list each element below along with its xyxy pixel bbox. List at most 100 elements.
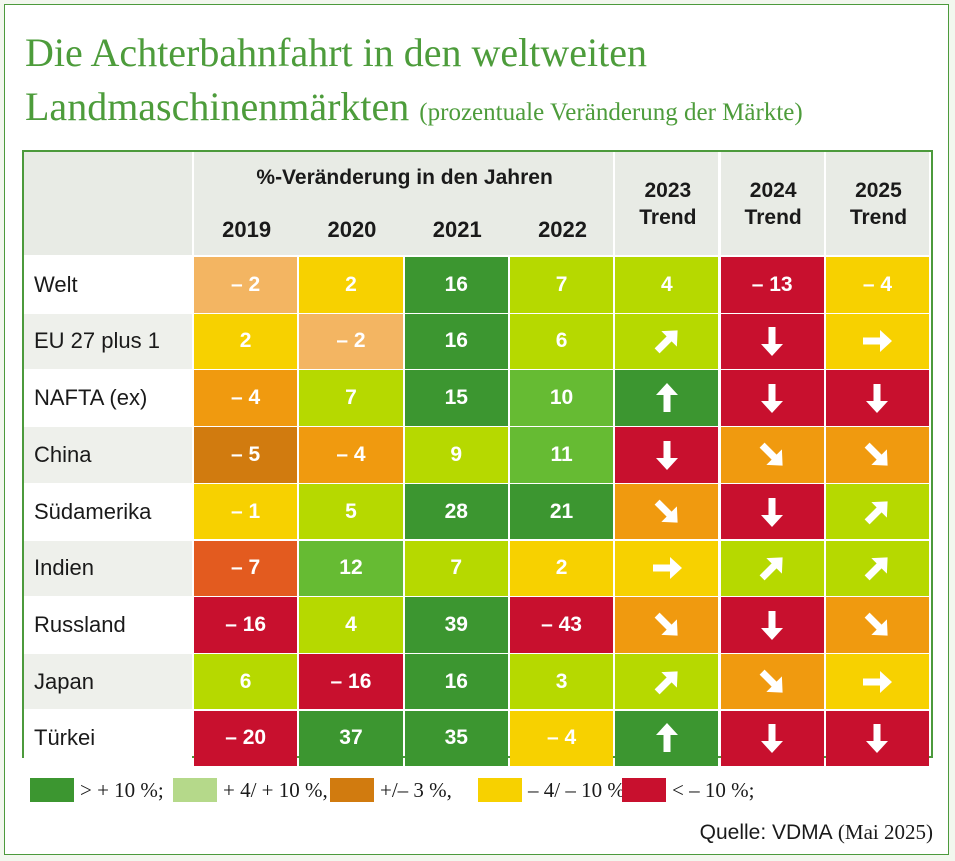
value-cell-1-1: – 2 <box>299 313 403 370</box>
trend-cell-2-6 <box>825 370 930 426</box>
value-cell-0-2: 16 <box>404 257 508 313</box>
value-cell-6-1: 4 <box>299 597 403 653</box>
arrow-down-icon <box>761 610 784 640</box>
legend-label-0: > + 10 %; <box>80 778 164 802</box>
value-cell-2-1: 7 <box>299 370 403 426</box>
value-cell-2-0: – 4 <box>194 370 298 426</box>
trend-cell-8-5 <box>720 710 824 767</box>
legend-label-4: < – 10 %; <box>672 778 755 802</box>
arrow-right-icon <box>863 330 893 353</box>
value-cell-5-3: 2 <box>509 540 614 596</box>
legend-swatch-4 <box>622 778 666 802</box>
value-cell-8-0: – 20 <box>194 710 298 767</box>
trend-cell-0-5: – 13 <box>720 257 824 313</box>
trend-cell-0-6: – 4 <box>825 257 930 313</box>
value-cell-8-1: 37 <box>299 710 403 767</box>
arrow-down-right-icon <box>759 442 783 466</box>
trend-cell-5-6 <box>825 540 930 596</box>
arrow-down-icon <box>866 384 889 414</box>
header-year-2020: 2020 <box>327 217 377 242</box>
value-cell-3-1: – 4 <box>299 427 403 483</box>
source-prefix: Quelle: VDMA <box>699 821 833 844</box>
value-cell-5-0: – 7 <box>194 540 298 596</box>
legend-label-1: + 4/ + 10 %, <box>223 778 328 802</box>
row-label-1: EU 27 plus 1 <box>24 313 192 370</box>
arrow-down-icon <box>866 724 889 754</box>
trend-cell-8-4 <box>615 710 719 767</box>
value-cell-1-2: 16 <box>404 313 508 370</box>
header-trend-label: Trend <box>849 206 908 229</box>
trend-cell-4-4 <box>615 483 719 540</box>
header-trend-label: Trend <box>744 206 802 229</box>
header-trend-2024: 2024 Trend <box>721 177 826 231</box>
trend-cell-1-4 <box>615 313 719 370</box>
arrow-down-icon <box>761 497 784 527</box>
header-group-label: %-Veränderung in den Jahren <box>256 166 553 189</box>
arrow-down-right-icon <box>759 669 783 693</box>
arrow-right-icon <box>863 670 893 693</box>
arrow-down-right-icon <box>654 612 678 636</box>
arrow-down-right-icon <box>865 442 889 466</box>
trend-cell-0-4: 4 <box>615 257 719 313</box>
value-cell-0-1: 2 <box>299 257 403 313</box>
header-trend-year: 2025 <box>855 179 902 202</box>
header-trend-2023: 2023 Trend <box>615 177 720 231</box>
row-label-2: NAFTA (ex) <box>24 370 192 426</box>
arrow-up-right-icon <box>759 557 783 581</box>
arrow-up-icon <box>655 383 678 413</box>
trend-cell-1-5 <box>720 313 824 370</box>
row-label-0: Welt <box>24 257 192 313</box>
trend-cell-4-6 <box>825 483 930 540</box>
row-label-8: Türkei <box>24 710 192 767</box>
trend-cell-7-5 <box>720 653 824 710</box>
header-trend-year: 2023 <box>644 179 692 202</box>
arrow-up-right-icon <box>654 671 678 695</box>
value-cell-7-0: 6 <box>194 653 298 710</box>
trend-cell-2-5 <box>720 370 824 426</box>
market-table: %-Veränderung in den Jahren 2019 2020 2021 2… <box>22 150 933 767</box>
value-cell-7-3: 3 <box>509 653 614 710</box>
chart-title-main: Landmaschinenmärkten <box>25 84 410 129</box>
header-trend-block-2 <box>825 152 930 255</box>
header-label-corner <box>24 152 192 255</box>
arrow-up-right-icon <box>865 500 889 524</box>
header-trend-block-0 <box>615 152 719 255</box>
row-label-3: China <box>24 427 192 483</box>
legend-label-3: – 4/ – 10 %, <box>528 778 631 802</box>
value-cell-6-0: – 16 <box>194 597 298 653</box>
legend-swatch-3 <box>478 778 522 802</box>
value-cell-3-0: – 5 <box>194 427 298 483</box>
trend-cell-3-6 <box>825 427 930 483</box>
arrow-down-icon <box>761 327 784 357</box>
value-cell-3-3: 11 <box>509 427 614 483</box>
header-years-block <box>194 152 614 255</box>
arrow-down-icon <box>761 384 784 414</box>
legend-swatch-1 <box>173 778 217 802</box>
value-cell-4-3: 21 <box>509 483 614 540</box>
row-label-7: Japan <box>24 653 192 710</box>
trend-cell-2-4 <box>615 370 719 426</box>
value-cell-0-3: 7 <box>509 257 614 313</box>
trend-cell-3-4 <box>615 427 719 483</box>
trend-cell-4-5 <box>720 483 824 540</box>
legend-swatch-2 <box>330 778 374 802</box>
row-label-4: Südamerika <box>24 483 192 540</box>
value-cell-5-2: 7 <box>404 540 508 596</box>
value-cell-6-2: 39 <box>404 597 508 653</box>
legend-swatch-0 <box>30 778 74 802</box>
value-cell-7-2: 16 <box>404 653 508 710</box>
value-cell-2-3: 10 <box>509 370 614 426</box>
value-cell-6-3: – 43 <box>509 597 614 653</box>
value-cell-1-0: 2 <box>194 313 298 370</box>
value-cell-8-2: 35 <box>404 710 508 767</box>
chart-title-line2: Landmaschinenmärkten (prozentuale Verände… <box>25 84 803 136</box>
value-cell-3-2: 9 <box>404 427 508 483</box>
value-cell-4-1: 5 <box>299 483 403 540</box>
header-trend-year: 2024 <box>749 179 797 202</box>
arrow-up-right-icon <box>654 330 678 354</box>
row-label-6: Russland <box>24 597 192 653</box>
arrow-up-right-icon <box>865 557 889 581</box>
source-date: (Mai 2025) <box>837 820 933 844</box>
header-trend-label: Trend <box>639 206 697 229</box>
trend-cell-8-6 <box>825 710 930 767</box>
